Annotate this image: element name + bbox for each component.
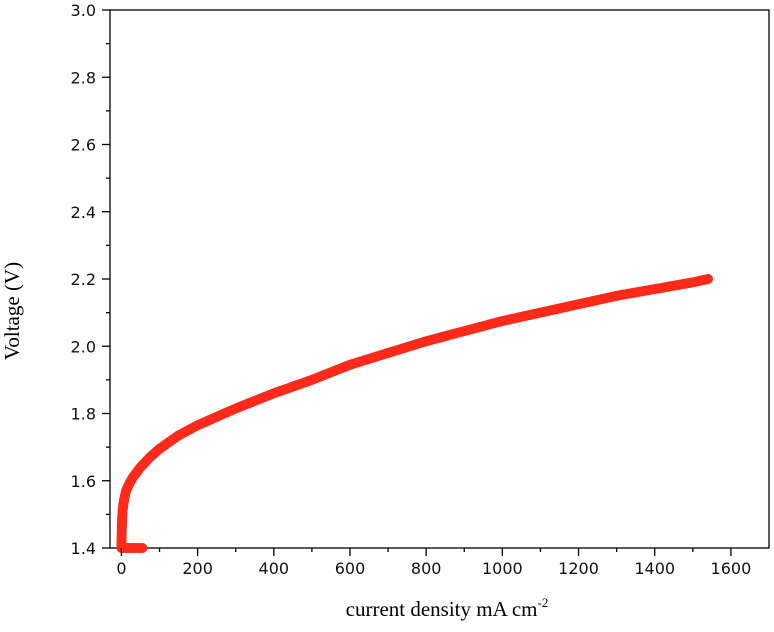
y-tick-label: 2.4 [71, 203, 96, 222]
y-tick-label: 2.0 [71, 337, 96, 356]
x-axis-title-superscript: -2 [538, 595, 549, 610]
y-tick-label: 3.0 [71, 1, 96, 20]
y-tick-label: 1.4 [71, 539, 96, 558]
y-tick-label: 2.6 [71, 136, 96, 155]
plot-frame [109, 9, 770, 549]
y-tick-label: 2.2 [71, 270, 96, 289]
x-axis-title: current density mA cm-2 [346, 595, 549, 621]
x-tick-label: 200 [182, 559, 213, 578]
x-tick-label: 800 [411, 559, 442, 578]
axis-ticks [102, 9, 732, 556]
x-tick-label: 1000 [482, 559, 523, 578]
x-axis-title-main: current density mA cm [346, 597, 538, 621]
x-tick-label: 400 [259, 559, 290, 578]
y-tick-label: 1.6 [71, 472, 96, 491]
plot-area [109, 9, 770, 549]
y-tick-label: 2.8 [71, 68, 96, 87]
x-tick-label: 1600 [711, 559, 752, 578]
polarization-curve-series [116, 274, 714, 553]
x-tick-label: 0 [116, 559, 126, 578]
y-tick-label: 1.8 [71, 405, 96, 424]
tick-labels: 0 200 400 600 800 1000 1200 1400 1600 1.4 1.6 1.8 2.… [71, 1, 752, 578]
y-axis-title: Voltage (V) [0, 262, 24, 360]
data-point [703, 274, 714, 284]
x-tick-label: 600 [335, 559, 366, 578]
x-tick-label: 1200 [558, 559, 599, 578]
x-tick-label: 1400 [634, 559, 675, 578]
